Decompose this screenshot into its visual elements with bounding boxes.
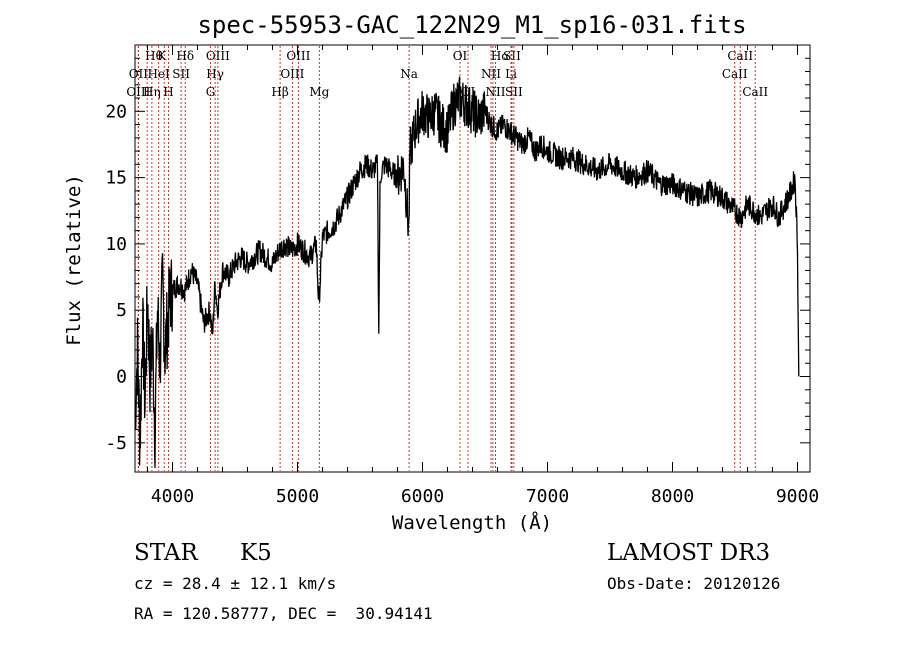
x-tick-label: 4000: [151, 486, 194, 507]
redshift-cz: cz = 28.4 ± 12.1 km/s: [134, 574, 337, 593]
coordinates: RA = 120.58777, DEC = 30.94141: [134, 604, 433, 623]
y-tick-label: -5: [105, 433, 127, 454]
marker-label: SII: [503, 49, 521, 63]
marker-label: Hβ: [271, 85, 288, 99]
y-tick-label: 5: [116, 300, 127, 321]
marker-label: Hη: [143, 85, 161, 99]
x-axis-label: Wavelength (Å): [392, 511, 552, 534]
marker-label: G: [206, 85, 216, 99]
x-tick-label: 7000: [526, 486, 569, 507]
marker-label: H: [163, 85, 173, 99]
marker-label: OIII: [280, 67, 304, 81]
marker-label: CaII: [727, 49, 753, 63]
marker-label: Na: [400, 67, 418, 81]
marker-label: K: [157, 49, 167, 63]
x-tick-label: 6000: [401, 486, 444, 507]
x-tick-label: 9000: [776, 486, 819, 507]
survey-name: LAMOST DR3: [607, 540, 771, 566]
object-class: STAR: [134, 540, 198, 566]
y-tick-label: 0: [116, 367, 127, 388]
marker-label: HeI: [147, 67, 170, 81]
marker-label: NII: [486, 85, 506, 99]
marker-label: Li: [505, 67, 517, 81]
marker-label: OIII: [126, 85, 150, 99]
y-tick-label: 20: [105, 101, 127, 122]
x-axis: 4000 5000 6000 7000 8000 9000: [147, 45, 819, 507]
marker-label: NII: [481, 67, 501, 81]
x-tick-label: 5000: [276, 486, 319, 507]
marker-label: OI: [453, 49, 468, 63]
marker-label: Hγ: [206, 67, 224, 81]
y-tick-label: 15: [105, 168, 127, 189]
marker-label: CaII: [742, 85, 768, 99]
spectral-subclass: K5: [240, 540, 272, 566]
y-axis-label: Flux (relative): [63, 174, 85, 346]
obs-date: Obs-Date: 20120126: [607, 574, 781, 593]
marker-label: OIII: [206, 49, 230, 63]
marker-label: Hδ: [176, 49, 194, 63]
x-tick-label: 8000: [651, 486, 694, 507]
marker-label: OIII: [286, 49, 310, 63]
spectrum-line: [134, 76, 800, 469]
marker-label: SII: [505, 85, 523, 99]
chart-title: spec-55953-GAC_122N29_M1_sp16-031.fits: [197, 11, 746, 39]
marker-label: Mg: [309, 85, 329, 99]
y-axis: -5 0 5 10 15 20: [105, 57, 810, 454]
marker-label: CaII: [722, 67, 748, 81]
y-tick-label: 10: [105, 234, 127, 255]
marker-label: SII: [172, 67, 190, 81]
